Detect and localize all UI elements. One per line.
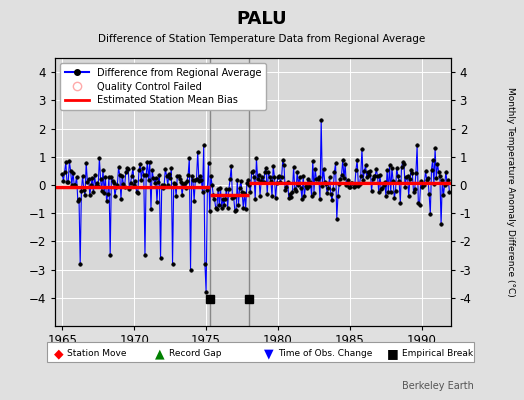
Text: Difference of Station Temperature Data from Regional Average: Difference of Station Temperature Data f…	[99, 34, 425, 44]
Legend: Difference from Regional Average, Quality Control Failed, Estimated Station Mean: Difference from Regional Average, Qualit…	[60, 63, 266, 110]
Text: Empirical Break: Empirical Break	[402, 349, 473, 358]
Text: Record Gap: Record Gap	[169, 349, 221, 358]
Text: ▼: ▼	[264, 347, 274, 360]
Text: ◆: ◆	[54, 347, 63, 360]
Text: PALU: PALU	[237, 10, 287, 28]
Text: Station Move: Station Move	[67, 349, 127, 358]
Text: Time of Obs. Change: Time of Obs. Change	[278, 349, 372, 358]
Text: ■: ■	[387, 347, 399, 360]
Text: Berkeley Earth: Berkeley Earth	[402, 381, 474, 391]
Text: ▲: ▲	[155, 347, 165, 360]
Text: Monthly Temperature Anomaly Difference (°C): Monthly Temperature Anomaly Difference (…	[506, 87, 516, 297]
